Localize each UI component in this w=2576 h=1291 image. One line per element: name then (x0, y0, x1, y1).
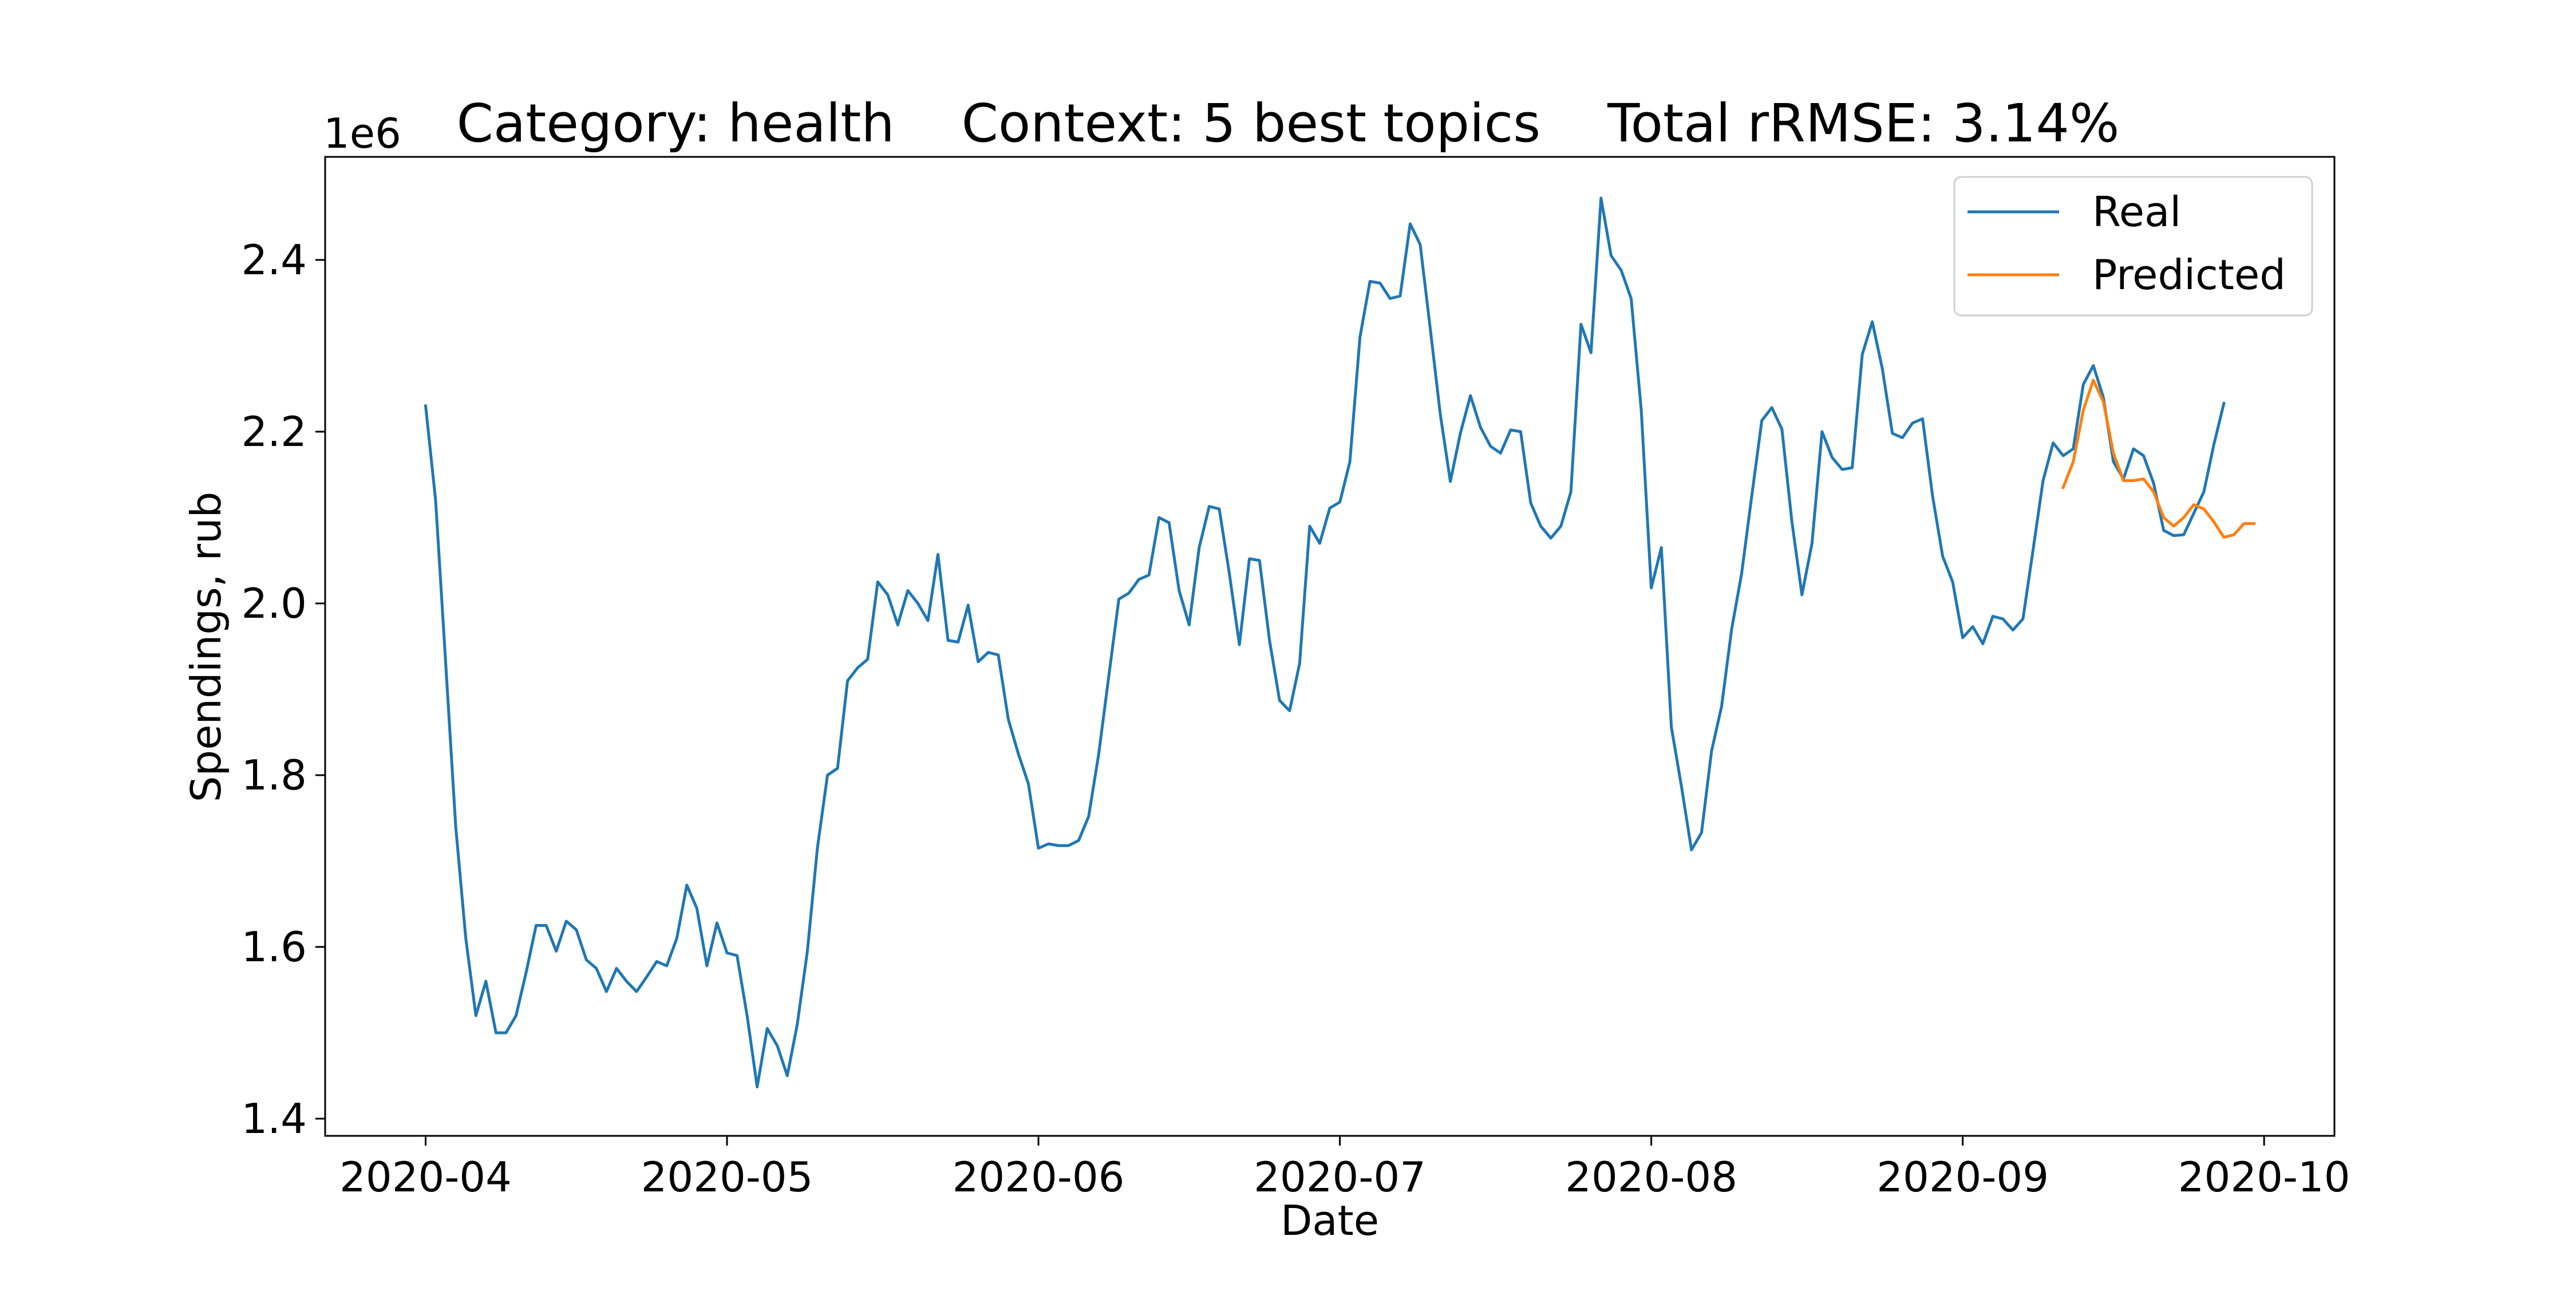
x-tick-label: 2020-08 (1565, 1153, 1737, 1201)
y-tick-label: 2.4 (241, 236, 307, 284)
y-tick-label: 1.4 (241, 1095, 307, 1143)
y-axis-label: Spendings, rub (182, 492, 230, 803)
x-tick-label: 2020-06 (953, 1153, 1125, 1201)
plot-frame (324, 156, 2336, 1137)
x-tick-label: 2020-04 (339, 1153, 512, 1201)
y-tick-label: 1.6 (241, 923, 307, 971)
legend: Real Predicted (1953, 176, 2313, 317)
legend-label-real: Real (2092, 188, 2181, 236)
y-tick-label: 2.2 (241, 408, 307, 456)
y-axis-scale-label: 1e6 (323, 109, 401, 157)
y-tick-label: 2.0 (241, 579, 307, 627)
y-tick-label: 1.8 (241, 751, 307, 799)
x-axis-label: Date (1281, 1197, 1379, 1245)
legend-label-predicted: Predicted (2092, 251, 2286, 299)
series-layer (424, 196, 2256, 1088)
x-axis-ticks: 2020-04 2020-05 2020-06 2020-07 2020-08 2020-… (339, 1136, 2350, 1201)
x-tick-label: 2020-05 (641, 1153, 813, 1201)
x-tick-label: 2020-07 (1254, 1153, 1426, 1201)
x-tick-label: 2020-09 (1876, 1153, 2049, 1201)
y-axis-ticks: 1.4 1.6 1.8 2.0 2.2 2.4 (241, 236, 325, 1143)
chart-title: Category: health Context: 5 best topics … (457, 93, 2120, 154)
x-tick-label: 2020-10 (2178, 1153, 2350, 1201)
series-line-predicted (2061, 378, 2256, 539)
series-line-real (424, 196, 2226, 1088)
